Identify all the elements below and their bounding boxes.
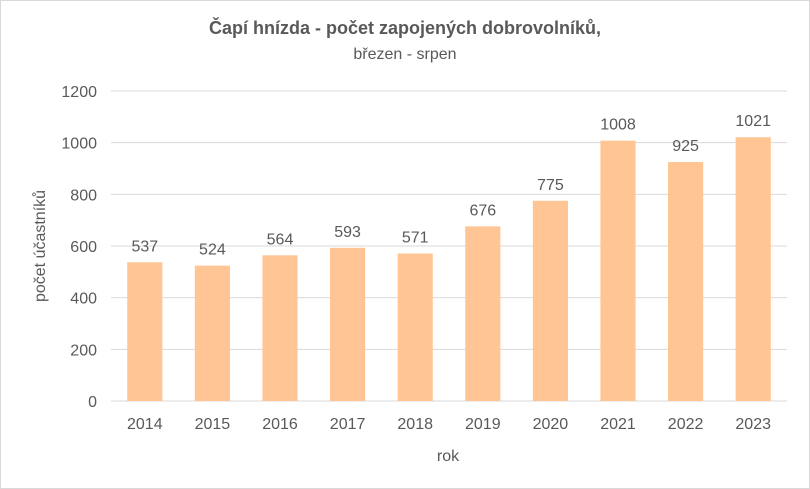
bar-2023 (735, 137, 771, 401)
y-tick-label: 600 (70, 239, 97, 256)
data-label: 676 (469, 202, 496, 219)
y-tick-label: 0 (88, 394, 97, 411)
data-label: 593 (334, 224, 361, 241)
y-tick-label: 1200 (61, 84, 97, 101)
x-tick-label: 2019 (465, 416, 501, 433)
data-label: 1008 (600, 117, 636, 134)
y-tick-label: 1000 (61, 136, 97, 153)
data-label: 571 (402, 229, 429, 246)
y-tick-label: 200 (70, 342, 97, 359)
x-tick-label: 2018 (397, 416, 433, 433)
x-tick-label: 2021 (600, 416, 636, 433)
x-tick-labels: 2014 2015 2016 2017 2018 2019 2020 2021 2022 2023 (127, 416, 771, 433)
x-axis-label: rok (437, 448, 460, 465)
x-tick-label: 2015 (195, 416, 231, 433)
x-tick-label: 2020 (533, 416, 569, 433)
data-label: 925 (672, 138, 699, 155)
data-label: 537 (131, 238, 158, 255)
data-label: 1021 (735, 113, 771, 130)
x-tick-label: 2023 (735, 416, 771, 433)
bar-2014 (127, 262, 163, 401)
data-label: 775 (537, 177, 564, 194)
bar-2022 (668, 162, 704, 401)
x-tick-label: 2016 (262, 416, 298, 433)
y-axis-label: počet účastníků (31, 190, 49, 302)
chart-title: Čapí hnízda - počet zapojených dobrovoln… (208, 18, 602, 38)
bar-2018 (397, 253, 433, 401)
x-tick-label: 2017 (330, 416, 366, 433)
data-labels: 537 524 564 593 571 676 775 1008 925 1021 (131, 113, 771, 258)
bar-2017 (330, 247, 366, 401)
y-tick-label: 400 (70, 291, 97, 308)
bar-2020 (532, 200, 568, 401)
chart-subtitle: březen - srpen (353, 46, 457, 63)
data-label: 524 (199, 242, 226, 259)
y-tick-labels: 0 200 400 600 800 1000 1200 (61, 84, 97, 411)
bar-2019 (465, 226, 501, 401)
bar-2016 (262, 255, 298, 401)
bar-2021 (600, 140, 636, 401)
data-label: 564 (267, 231, 294, 248)
x-tick-label: 2022 (668, 416, 704, 433)
y-tick-label: 800 (70, 187, 97, 204)
bars (127, 137, 771, 401)
x-tick-label: 2014 (127, 416, 163, 433)
bar-2015 (194, 265, 230, 401)
